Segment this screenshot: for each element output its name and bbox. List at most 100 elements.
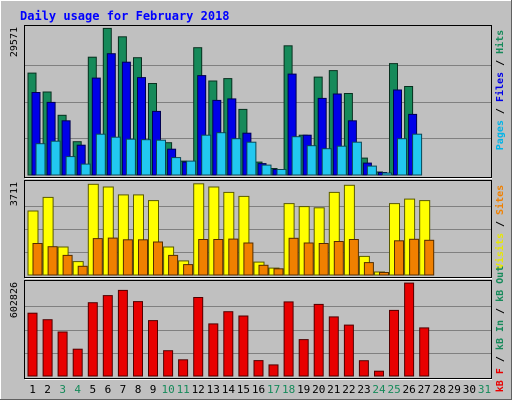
x-tick-label-day-18: 18 xyxy=(282,383,295,396)
chart-title: Daily usage for February 2018 xyxy=(20,9,230,23)
bar-sites-day-3 xyxy=(62,254,73,276)
bar-sites-day-1 xyxy=(32,243,43,276)
bar-kb-f-day-2 xyxy=(42,319,53,377)
x-tick-label-day-6: 6 xyxy=(105,383,112,396)
bar-pages-day-22 xyxy=(351,141,362,176)
legend-entry: Pages xyxy=(495,120,506,150)
bar-kb-f-day-19 xyxy=(298,339,309,377)
bar-pages-day-7 xyxy=(125,138,136,176)
bar-kb-f-day-14 xyxy=(223,311,234,377)
x-tick-label-day-31: 31 xyxy=(478,383,491,396)
x-tick-label-day-30: 30 xyxy=(463,383,476,396)
bar-pages-day-2 xyxy=(50,140,61,176)
chart-panels: 29571 Pages / Files / Hits 3711 Visits / Si… xyxy=(9,25,506,392)
hits-panel: 29571 Pages / Files / Hits xyxy=(9,25,506,179)
bar-kb-f-day-27 xyxy=(419,327,430,377)
bar-pages-day-9 xyxy=(156,139,166,176)
x-tick-label-day-22: 22 xyxy=(342,383,355,396)
legend-entry: kB In xyxy=(495,320,506,350)
bar-kb-f-day-20 xyxy=(313,303,324,377)
legend-entry: / xyxy=(495,350,506,368)
bar-kb-f-day-23 xyxy=(358,360,369,377)
bar-pages-day-6 xyxy=(110,136,121,176)
bar-kb-f-day-22 xyxy=(343,324,354,377)
bar-sites-day-15 xyxy=(243,242,254,276)
bar-kb-f-day-24 xyxy=(374,370,384,377)
bar-kb-f-day-13 xyxy=(208,323,219,377)
bar-kb-f-day-17 xyxy=(268,364,279,377)
bar-kb-f-day-25 xyxy=(389,309,399,377)
bar-pages-day-13 xyxy=(216,132,227,176)
bar-sites-day-16 xyxy=(258,264,269,276)
legend-entry: Files xyxy=(494,72,506,102)
bar-sites-day-13 xyxy=(213,239,224,276)
legend-entry: Visits xyxy=(494,233,506,269)
bar-sites-day-26 xyxy=(409,238,420,276)
bar-pages-day-1 xyxy=(35,143,46,176)
bar-pages-day-14 xyxy=(231,138,242,176)
bar-kb-f-day-4 xyxy=(72,348,83,377)
x-tick-label-day-16: 16 xyxy=(252,383,265,396)
legend: Pages / Files / Hits xyxy=(494,30,506,150)
bar-pages-day-4 xyxy=(80,163,91,176)
bar-kb-f-day-5 xyxy=(87,302,98,377)
bar-pages-day-15 xyxy=(246,141,257,176)
bar-pages-day-12 xyxy=(201,134,212,176)
x-tick-label-day-10: 10 xyxy=(161,383,174,396)
bar-kb-f-day-16 xyxy=(253,360,264,377)
bar-kb-f-day-8 xyxy=(133,301,143,377)
bar-kb-f-day-6 xyxy=(102,295,113,377)
legend-entry: / xyxy=(495,102,506,120)
bar-kb-f-day-9 xyxy=(148,320,158,377)
bar-kb-f-day-7 xyxy=(117,289,128,377)
x-tick-label-day-17: 17 xyxy=(267,383,280,396)
x-tick-label-day-28: 28 xyxy=(433,383,446,396)
x-axis-labels: 1 2 3 4 5 6 7 8 9 10 11 12 13 14 15 16 17 18 19 20 21 22 23 24 2… xyxy=(29,383,491,396)
bar-kb-f-day-26 xyxy=(404,282,415,377)
x-tick-label-day-5: 5 xyxy=(89,383,96,396)
bar-kb-f-day-15 xyxy=(238,315,249,377)
bar-pages-day-19 xyxy=(306,145,317,176)
bar-pages-day-24 xyxy=(382,172,392,176)
bar-pages-day-11 xyxy=(186,160,197,176)
x-tick-label-day-2: 2 xyxy=(44,383,51,396)
bar-pages-day-3 xyxy=(65,156,76,176)
legend: kB F / kB In / kB Out xyxy=(495,266,506,392)
bar-kb-f-day-21 xyxy=(328,316,339,377)
bar-sites-day-9 xyxy=(153,241,163,276)
bar-sites-day-11 xyxy=(183,264,194,276)
legend-entry: kB F xyxy=(495,368,506,392)
x-tick-label-day-4: 4 xyxy=(74,383,81,396)
x-tick-label-day-29: 29 xyxy=(448,383,461,396)
y-max-label: 602826 xyxy=(9,282,20,318)
bar-kb-f-day-3 xyxy=(57,331,68,377)
bar-pages-day-10 xyxy=(171,157,182,176)
x-tick-label-day-1: 1 xyxy=(29,383,36,396)
bar-pages-day-21 xyxy=(336,145,347,176)
bar-sites-day-22 xyxy=(348,239,359,276)
bar-sites-day-24 xyxy=(379,272,389,276)
kbytes-panel: 602826 kB F / kB In / kB Out xyxy=(9,266,506,392)
bar-sites-day-10 xyxy=(168,254,179,276)
legend-entry: kB Out xyxy=(495,266,506,302)
x-tick-label-day-25: 25 xyxy=(387,383,400,396)
legend-entry: / xyxy=(495,302,506,320)
bar-sites-day-4 xyxy=(77,265,88,276)
bar-sites-day-21 xyxy=(333,241,344,276)
visits-panel: 3711 Visits / Sites xyxy=(9,180,506,279)
x-tick-label-day-26: 26 xyxy=(402,383,415,396)
x-tick-label-day-13: 13 xyxy=(207,383,220,396)
bar-sites-day-2 xyxy=(47,246,58,276)
x-tick-label-day-15: 15 xyxy=(237,383,250,396)
bar-pages-day-17 xyxy=(276,169,287,176)
legend: Visits / Sites xyxy=(494,185,506,269)
bar-pages-day-5 xyxy=(95,133,106,176)
bar-pages-day-16 xyxy=(261,164,272,176)
bar-sites-day-12 xyxy=(198,239,209,276)
bar-kb-f-day-18 xyxy=(283,301,294,377)
bar-sites-day-20 xyxy=(318,243,329,276)
legend-entry: / xyxy=(495,54,506,72)
x-tick-label-day-12: 12 xyxy=(192,383,205,396)
x-tick-label-day-27: 27 xyxy=(418,383,431,396)
